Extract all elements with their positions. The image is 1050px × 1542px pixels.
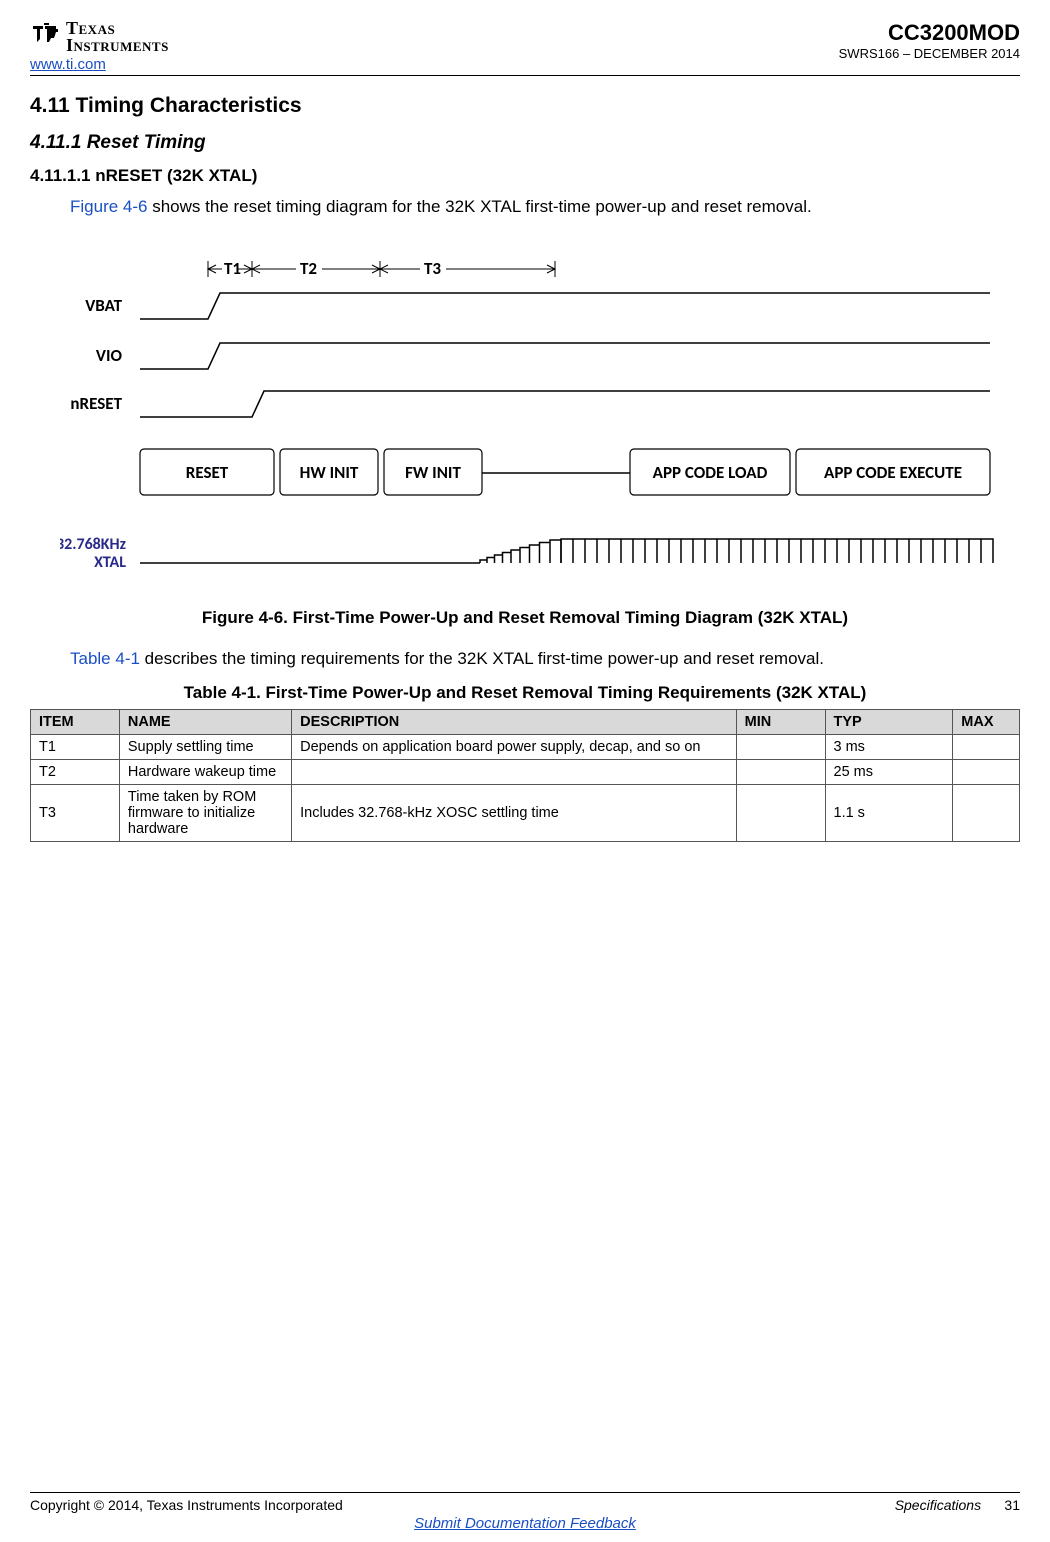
sig-nreset: nRESET (70, 393, 122, 414)
cell-name: Hardware wakeup time (119, 760, 291, 785)
cell-typ: 3 ms (825, 735, 953, 760)
th-item: ITEM (31, 710, 120, 735)
figure-ref-link[interactable]: Figure 4-6 (70, 197, 147, 216)
cell-name: Supply settling time (119, 735, 291, 760)
p2-text: describes the timing requirements for th… (140, 649, 824, 668)
timing-table: ITEM NAME DESCRIPTION MIN TYP MAX T1Supp… (30, 709, 1020, 842)
sig-vbat: VBAT (85, 295, 122, 316)
state-appexec: APP CODE EXECUTE (824, 462, 962, 483)
cell-item: T2 (31, 760, 120, 785)
timing-diagram: T1 T2 T3 VBAT VIO nRESET RESET (60, 249, 1020, 594)
state-hwinit: HW INIT (300, 462, 359, 483)
table-caption: Table 4-1. First-Time Power-Up and Reset… (30, 683, 1020, 703)
ti-logo: Texas Instruments (30, 20, 169, 54)
xtal-l1: 32.768KHz (60, 535, 126, 554)
th-desc: DESCRIPTION (292, 710, 736, 735)
footer-copyright: Copyright © 2014, Texas Instruments Inco… (30, 1497, 343, 1513)
footer-page: 31 (1004, 1497, 1020, 1513)
cell-typ: 25 ms (825, 760, 953, 785)
cell-max (953, 785, 1020, 842)
figure-caption: Figure 4-6. First-Time Power-Up and Rese… (30, 608, 1020, 628)
table-ref-link[interactable]: Table 4-1 (70, 649, 140, 668)
page-footer: Copyright © 2014, Texas Instruments Inco… (30, 1492, 1020, 1532)
logo-text-2: Instruments (66, 37, 169, 54)
intro-paragraph-1: Figure 4-6 shows the reset timing diagra… (70, 196, 1020, 219)
heading-4-11: 4.11 Timing Characteristics (30, 94, 1020, 118)
sig-vio: VIO (96, 345, 123, 366)
cell-max (953, 735, 1020, 760)
doc-id: SWRS166 – DECEMBER 2014 (839, 46, 1020, 61)
th-min: MIN (736, 710, 825, 735)
table-row: T1Supply settling timeDepends on applica… (31, 735, 1020, 760)
table-row: T2Hardware wakeup time 25 ms (31, 760, 1020, 785)
cell-max (953, 760, 1020, 785)
cell-min (736, 785, 825, 842)
intro-paragraph-2: Table 4-1 describes the timing requireme… (70, 648, 1020, 671)
th-max: MAX (953, 710, 1020, 735)
state-appload: APP CODE LOAD (653, 462, 768, 483)
p1-text: shows the reset timing diagram for the 3… (147, 197, 811, 216)
cell-typ: 1.1 s (825, 785, 953, 842)
cell-desc (292, 760, 736, 785)
footer-feedback-link[interactable]: Submit Documentation Feedback (414, 1515, 636, 1532)
heading-4-11-1-1: 4.11.1.1 nRESET (32K XTAL) (30, 166, 1020, 186)
th-typ: TYP (825, 710, 953, 735)
dim-t2: T2 (300, 258, 317, 279)
th-name: NAME (119, 710, 291, 735)
cell-min (736, 735, 825, 760)
table-row: T3Time taken by ROM firmware to initiali… (31, 785, 1020, 842)
heading-4-11-1: 4.11.1 Reset Timing (30, 132, 1020, 154)
cell-name: Time taken by ROM firmware to initialize… (119, 785, 291, 842)
footer-section: Specifications (895, 1497, 981, 1513)
dim-t3: T3 (424, 258, 441, 279)
page-header: Texas Instruments www.ti.com CC3200MOD S… (30, 20, 1020, 76)
part-number: CC3200MOD (839, 20, 1020, 46)
ti-url-link[interactable]: www.ti.com (30, 56, 169, 73)
state-fwinit: FW INIT (405, 462, 461, 483)
cell-item: T3 (31, 785, 120, 842)
cell-min (736, 760, 825, 785)
xtal-l2: XTAL (94, 553, 126, 572)
state-reset: RESET (186, 462, 229, 483)
cell-desc: Depends on application board power suppl… (292, 735, 736, 760)
cell-item: T1 (31, 735, 120, 760)
cell-desc: Includes 32.768-kHz XOSC settling time (292, 785, 736, 842)
dim-t1: T1 (224, 258, 241, 279)
